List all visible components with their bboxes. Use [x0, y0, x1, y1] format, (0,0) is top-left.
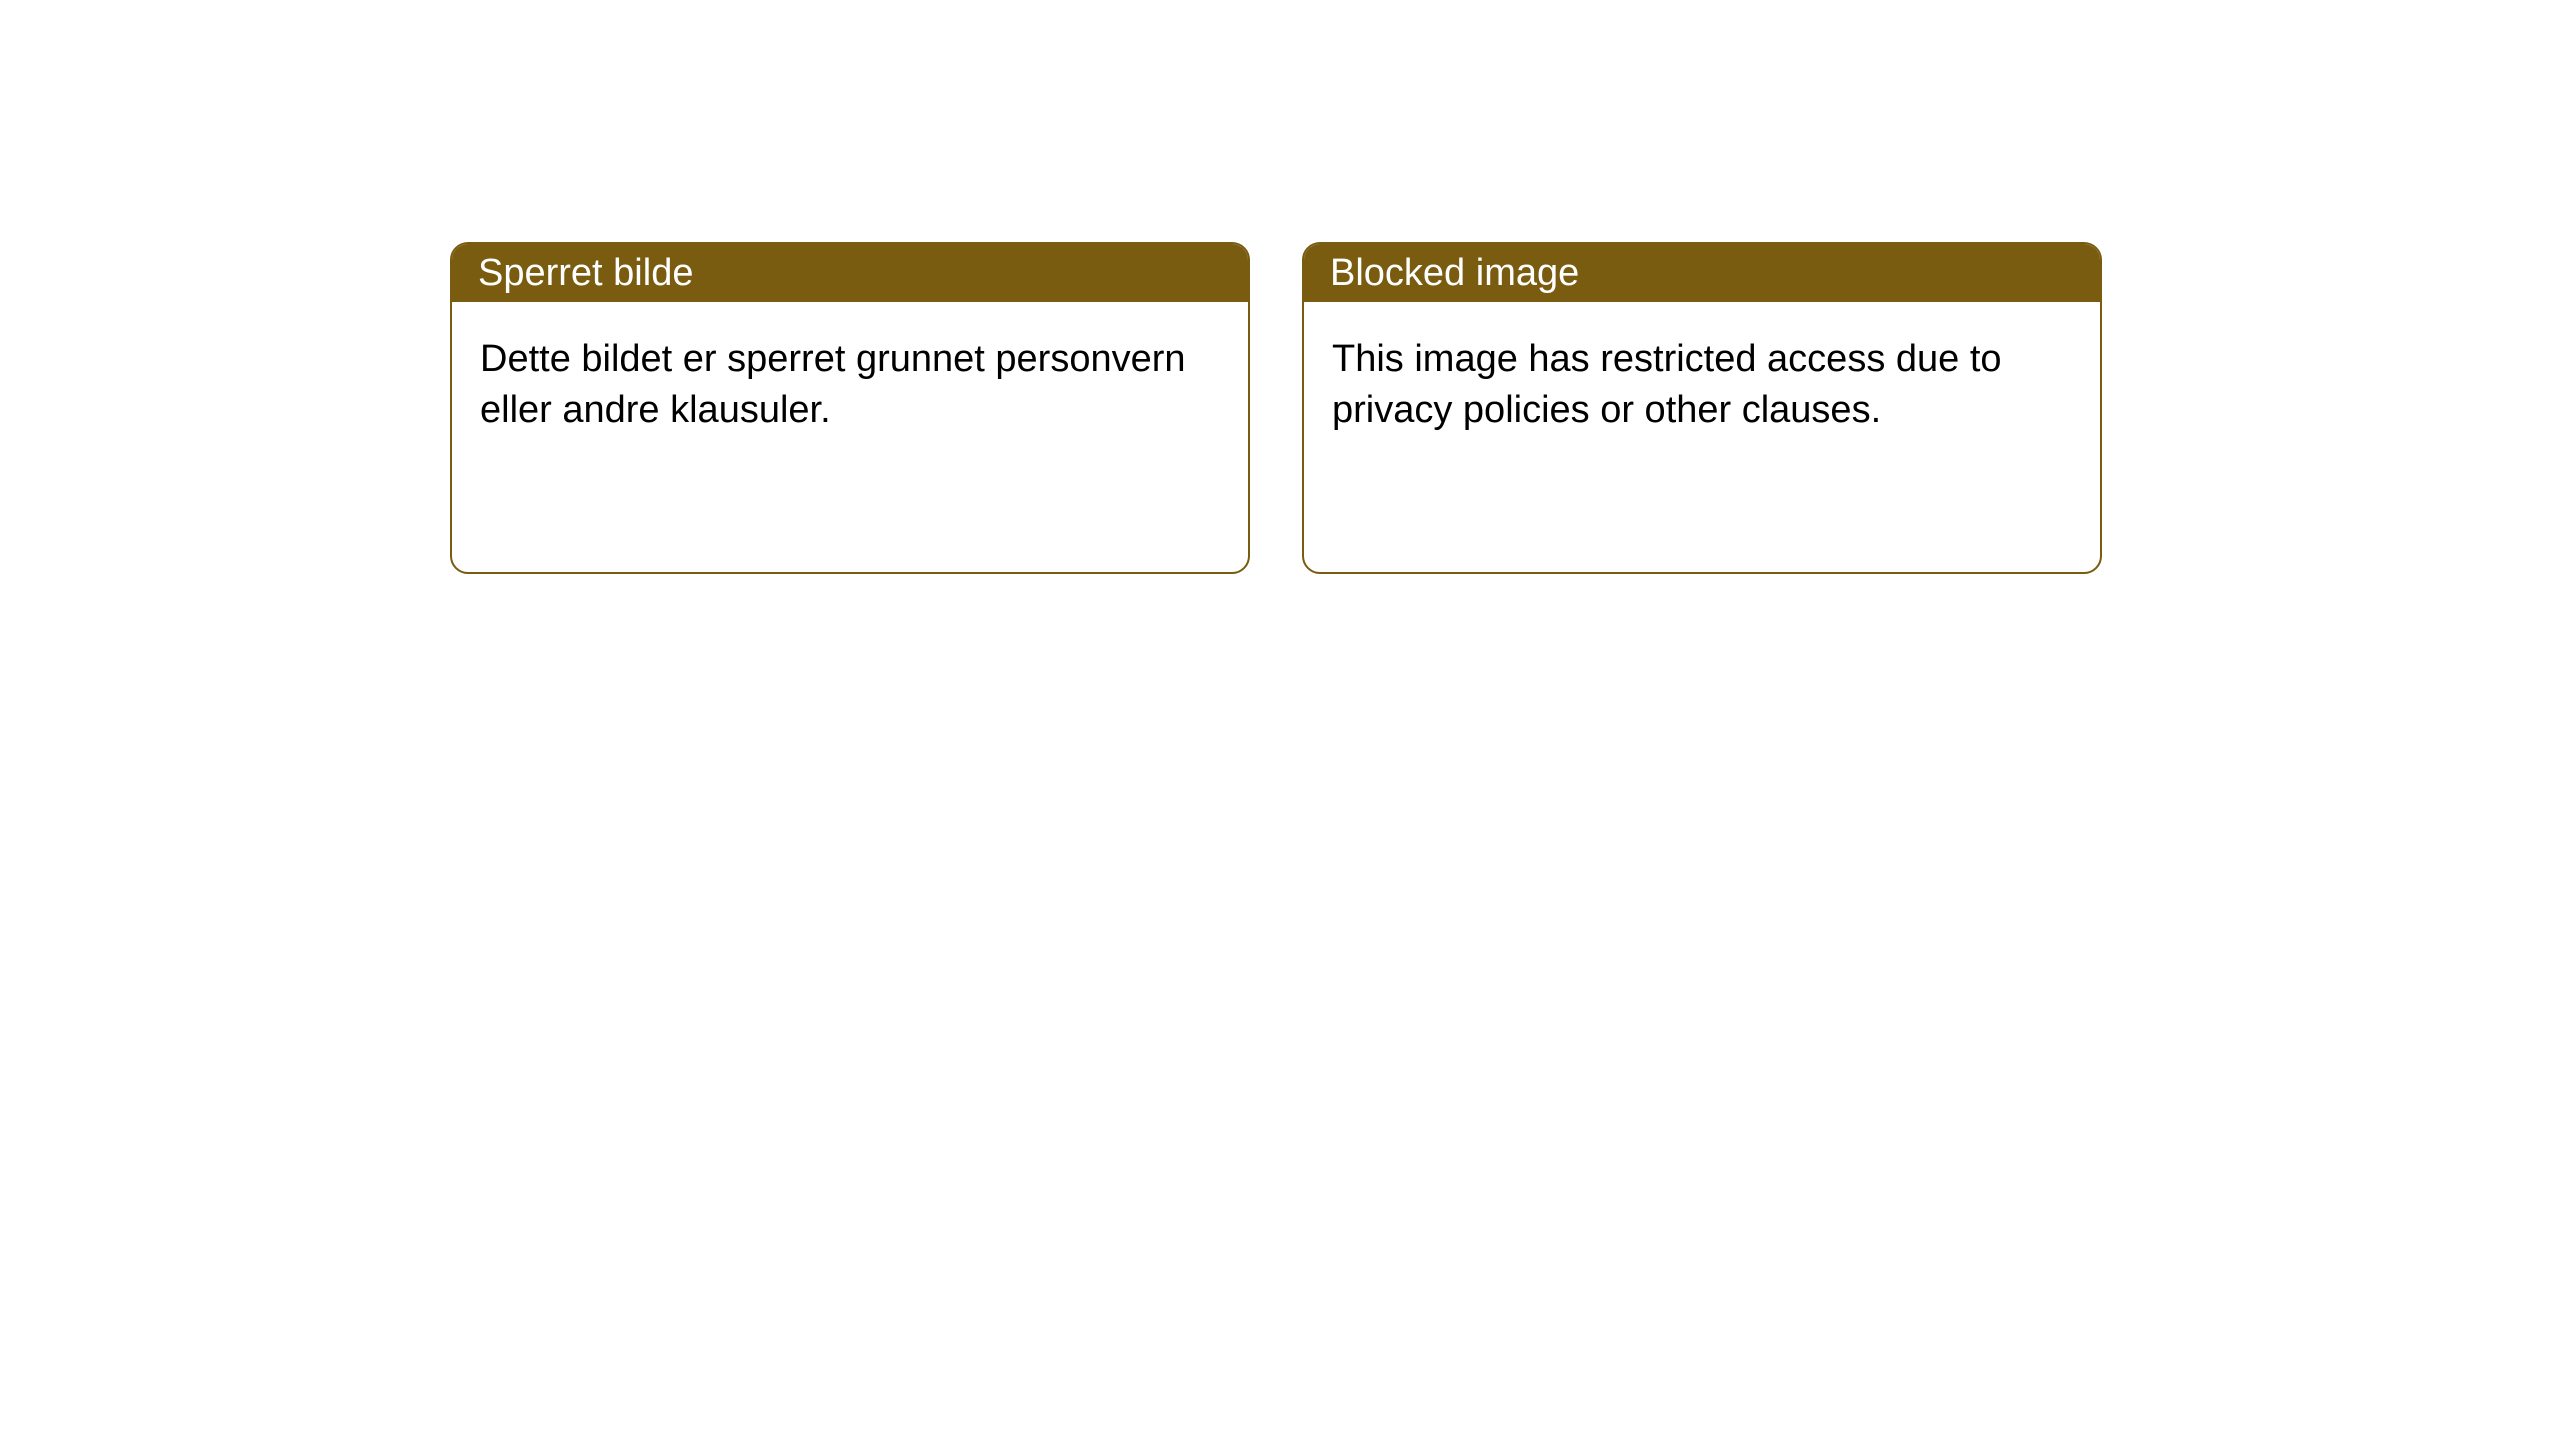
notice-header: Sperret bilde [452, 244, 1248, 302]
notice-body-text: Dette bildet er sperret grunnet personve… [480, 338, 1186, 431]
notice-container: Sperret bilde Dette bildet er sperret gr… [450, 242, 2102, 574]
notice-box-norwegian: Sperret bilde Dette bildet er sperret gr… [450, 242, 1250, 574]
notice-header-text: Blocked image [1330, 252, 1579, 295]
notice-body: Dette bildet er sperret grunnet personve… [452, 302, 1248, 469]
notice-header: Blocked image [1304, 244, 2100, 302]
notice-header-text: Sperret bilde [478, 252, 693, 295]
notice-body: This image has restricted access due to … [1304, 302, 2100, 469]
notice-body-text: This image has restricted access due to … [1332, 338, 2002, 431]
notice-box-english: Blocked image This image has restricted … [1302, 242, 2102, 574]
